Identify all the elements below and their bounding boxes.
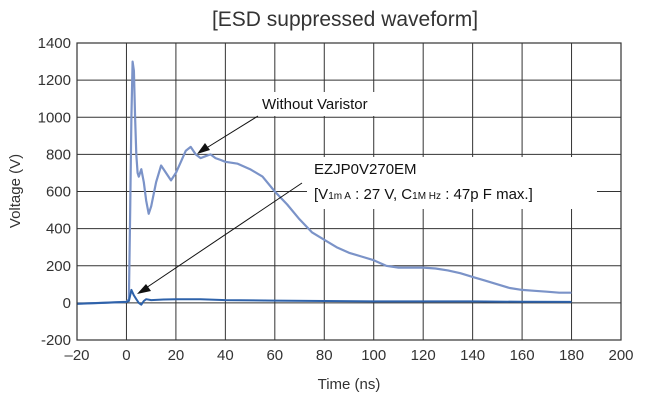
plot-frame [76, 42, 622, 341]
y-tick-label: 400 [46, 221, 71, 238]
y-tick-label: -200 [41, 332, 71, 349]
x-tick-label: –20 [64, 347, 89, 364]
x-axis-label: Time (ns) [318, 376, 381, 393]
arrowhead-without-varistor [197, 143, 210, 154]
x-tick-label: 0 [122, 347, 130, 364]
series-line-with-varistor [76, 288, 572, 306]
y-tick-label: 1200 [38, 72, 71, 89]
arrowhead-part [137, 284, 151, 294]
x-tick-label: 40 [217, 347, 234, 364]
annotation-arrow-without-varistor [199, 115, 259, 153]
x-tick-label: 60 [266, 347, 283, 364]
x-tick-label: 200 [608, 347, 633, 364]
y-tick-label: 0 [63, 295, 71, 312]
x-tick-label: 100 [361, 347, 386, 364]
x-tick-label: 160 [510, 347, 535, 364]
annotation-arrow-part [139, 182, 303, 293]
y-tick-label: 800 [46, 146, 71, 163]
tick-labels: –20 0 20 40 60 80 100 120 140 160 180 200 -200 0 200 40… [38, 35, 634, 364]
annotation-part-number: EZJP0V270EM [314, 161, 417, 178]
x-tick-label: 80 [316, 347, 333, 364]
y-tick-label: 200 [46, 258, 71, 275]
annotation-without-varistor: Without Varistor [262, 96, 368, 113]
y-tick-label: 1000 [38, 109, 71, 126]
x-tick-label: 120 [411, 347, 436, 364]
y-tick-label: 600 [46, 184, 71, 201]
y-tick-label: 1400 [38, 35, 71, 52]
series-layer [76, 60, 572, 306]
annotation-bg-part [307, 157, 597, 209]
y-axis-label: Voltage (V) [7, 154, 24, 228]
annotation-part-spec: [V1m A : 27 V, C1M Hz : 47p F max.] [314, 186, 533, 203]
series-line-without-varistor [76, 60, 572, 305]
x-tick-label: 180 [559, 347, 584, 364]
x-tick-label: 140 [460, 347, 485, 364]
x-tick-label: 20 [168, 347, 185, 364]
chart-title: [ESD suppressed waveform] [212, 8, 478, 31]
annotation-bg-without-varistor [255, 92, 403, 116]
